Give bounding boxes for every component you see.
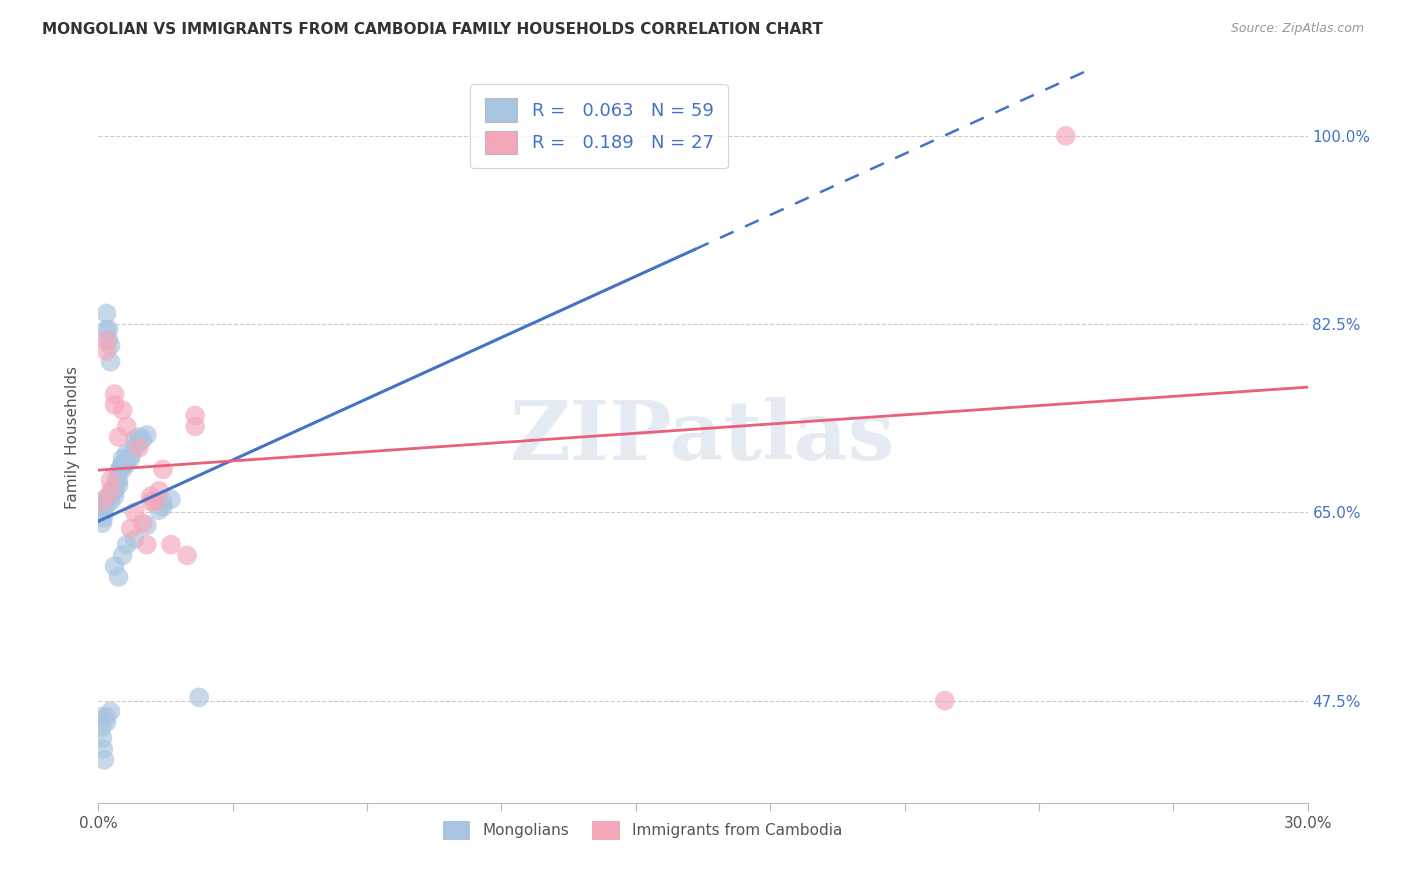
Text: Source: ZipAtlas.com: Source: ZipAtlas.com	[1230, 22, 1364, 36]
Point	[120, 521, 142, 535]
Point	[135, 518, 157, 533]
Text: ZIPatlas: ZIPatlas	[510, 397, 896, 477]
Legend: Mongolians, Immigrants from Cambodia: Mongolians, Immigrants from Cambodia	[437, 814, 848, 847]
Point	[176, 549, 198, 563]
Point	[115, 419, 138, 434]
Point	[160, 538, 183, 552]
Point	[132, 516, 155, 530]
Point	[91, 731, 114, 746]
Point	[143, 494, 166, 508]
Point	[93, 492, 115, 507]
Point	[115, 446, 138, 460]
Point	[91, 494, 114, 508]
Point	[124, 533, 146, 547]
Point	[152, 500, 174, 514]
Point	[90, 721, 112, 735]
Point	[111, 457, 134, 471]
Point	[110, 460, 132, 475]
Point	[184, 409, 207, 423]
Point	[93, 505, 115, 519]
Point	[135, 428, 157, 442]
Point	[93, 753, 115, 767]
Point	[148, 483, 170, 498]
Point	[132, 432, 155, 446]
Point	[101, 483, 124, 498]
Point	[120, 449, 142, 463]
Point	[103, 482, 125, 496]
Point	[115, 454, 138, 468]
Point	[115, 457, 138, 471]
Point	[91, 742, 114, 756]
Point	[91, 494, 114, 508]
Point	[107, 465, 129, 479]
Point	[96, 333, 118, 347]
Point	[103, 483, 125, 498]
Point	[111, 549, 134, 563]
Point	[100, 355, 122, 369]
Point	[103, 559, 125, 574]
Point	[148, 503, 170, 517]
Point	[128, 441, 150, 455]
Point	[89, 710, 111, 724]
Point	[90, 508, 112, 522]
Point	[124, 432, 146, 446]
Point	[100, 473, 122, 487]
Point	[111, 451, 134, 466]
Point	[934, 693, 956, 707]
Point	[91, 516, 114, 530]
Y-axis label: Family Households: Family Households	[65, 366, 80, 508]
Point	[160, 492, 183, 507]
Point	[184, 419, 207, 434]
Point	[107, 478, 129, 492]
Point	[139, 489, 162, 503]
Point	[100, 483, 122, 498]
Point	[91, 500, 114, 514]
Point	[124, 505, 146, 519]
Point	[107, 570, 129, 584]
Text: MONGOLIAN VS IMMIGRANTS FROM CAMBODIA FAMILY HOUSEHOLDS CORRELATION CHART: MONGOLIAN VS IMMIGRANTS FROM CAMBODIA FA…	[42, 22, 823, 37]
Point	[111, 462, 134, 476]
Point	[96, 710, 118, 724]
Point	[96, 306, 118, 320]
Point	[188, 690, 211, 705]
Point	[120, 451, 142, 466]
Point	[96, 491, 118, 506]
Point	[135, 538, 157, 552]
Point	[105, 473, 128, 487]
Point	[100, 486, 122, 500]
Point	[91, 510, 114, 524]
Point	[152, 462, 174, 476]
Point	[103, 489, 125, 503]
Point	[139, 494, 162, 508]
Point	[96, 322, 118, 336]
Point	[103, 398, 125, 412]
Point	[124, 441, 146, 455]
Point	[103, 387, 125, 401]
Point	[96, 715, 118, 730]
Point	[96, 344, 118, 359]
Point	[115, 538, 138, 552]
Point	[111, 403, 134, 417]
Point	[128, 435, 150, 450]
Point	[100, 338, 122, 352]
Point	[107, 473, 129, 487]
Point	[100, 494, 122, 508]
Point	[1054, 128, 1077, 143]
Point	[128, 430, 150, 444]
Point	[97, 333, 120, 347]
Point	[97, 322, 120, 336]
Point	[100, 705, 122, 719]
Point	[152, 494, 174, 508]
Point	[96, 497, 118, 511]
Point	[107, 430, 129, 444]
